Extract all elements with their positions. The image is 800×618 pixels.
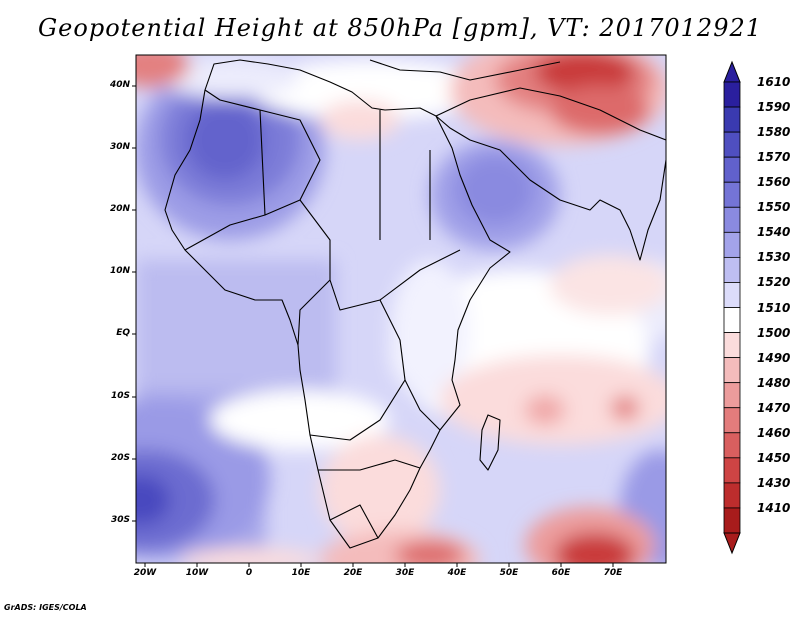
legend-swatch-1550: [723, 206, 741, 233]
legend-label-1410: 1410: [757, 500, 791, 515]
legend-label-1570: 1570: [757, 150, 791, 165]
lat-label-eq: EQ: [116, 328, 130, 338]
legend-label-1530: 1530: [757, 250, 791, 265]
lon-label-20w: 20W: [133, 568, 157, 578]
legend-label-1580: 1580: [757, 125, 791, 140]
lat-label-10s: 10S: [110, 391, 130, 401]
legend-swatch-1580: [723, 131, 741, 158]
legend-label-1610: 1610: [757, 75, 791, 89]
legend-swatch-1560: [723, 181, 741, 208]
lon-label-50e: 50E: [499, 568, 519, 578]
legend-swatch-1460: [723, 432, 741, 459]
lon-label-70e: 70E: [603, 568, 623, 578]
grads-credit: GrADS: IGES/COLA: [4, 603, 87, 612]
legend-swatch-1500: [723, 332, 741, 359]
legend-swatch-1470: [723, 407, 741, 434]
legend-swatch-1530: [723, 256, 741, 283]
legend-swatch-1450: [723, 457, 741, 484]
legend-swatch-1520: [723, 282, 741, 308]
legend-label-1560: 1560: [757, 175, 791, 190]
legend-label-1510: 1510: [757, 300, 791, 315]
legend-label-1590: 1590: [757, 100, 791, 115]
lat-label-30s: 30S: [110, 515, 130, 525]
legend-swatch-1490: [723, 357, 741, 384]
lon-label-0: 0: [245, 568, 253, 578]
legend-swatch-1410: [723, 507, 741, 534]
lon-label-10e: 10E: [291, 568, 311, 578]
lat-label-40n: 40N: [109, 80, 130, 90]
lat-label-30n: 30N: [109, 142, 130, 152]
coastlines: [164, 59, 666, 549]
legend-colorbar: [723, 60, 741, 555]
legend-label-1480: 1480: [757, 375, 791, 390]
lat-label-10n: 10N: [109, 266, 130, 276]
lon-label-60e: 60E: [551, 568, 571, 578]
legend-label-1490: 1490: [757, 350, 791, 365]
legend-swatch-1610: [723, 81, 741, 108]
legend-swatch-1570: [723, 156, 741, 183]
legend-top-arrow: [723, 60, 741, 83]
legend-label-1500: 1500: [757, 325, 791, 340]
legend-label-1470: 1470: [757, 400, 791, 415]
legend-label-1460: 1460: [757, 425, 791, 440]
legend-label-1450: 1450: [757, 450, 791, 465]
legend-label-1430: 1430: [757, 475, 791, 490]
legend-swatch-1510: [723, 307, 741, 333]
map-title: Geopotential Height at 850hPa [gpm], VT:…: [38, 14, 762, 42]
lon-label-20e: 20E: [343, 568, 363, 578]
legend-label-1520: 1520: [757, 275, 791, 290]
lon-label-40e: 40E: [447, 568, 467, 578]
lon-label-10w: 10W: [185, 568, 209, 578]
legend-label-1540: 1540: [757, 225, 791, 240]
axis-ticks: [132, 85, 614, 567]
legend-bottom-arrow: [723, 532, 741, 555]
legend-swatch-1430: [723, 482, 741, 509]
legend-label-1550: 1550: [757, 200, 791, 215]
legend-swatch-1540: [723, 231, 741, 258]
lat-label-20n: 20N: [109, 204, 130, 214]
height-field: [136, 55, 666, 563]
legend-swatch-1480: [723, 382, 741, 409]
lon-label-30e: 30E: [395, 568, 415, 578]
lat-label-20s: 20S: [110, 453, 130, 463]
legend-swatch-1590: [723, 106, 741, 133]
